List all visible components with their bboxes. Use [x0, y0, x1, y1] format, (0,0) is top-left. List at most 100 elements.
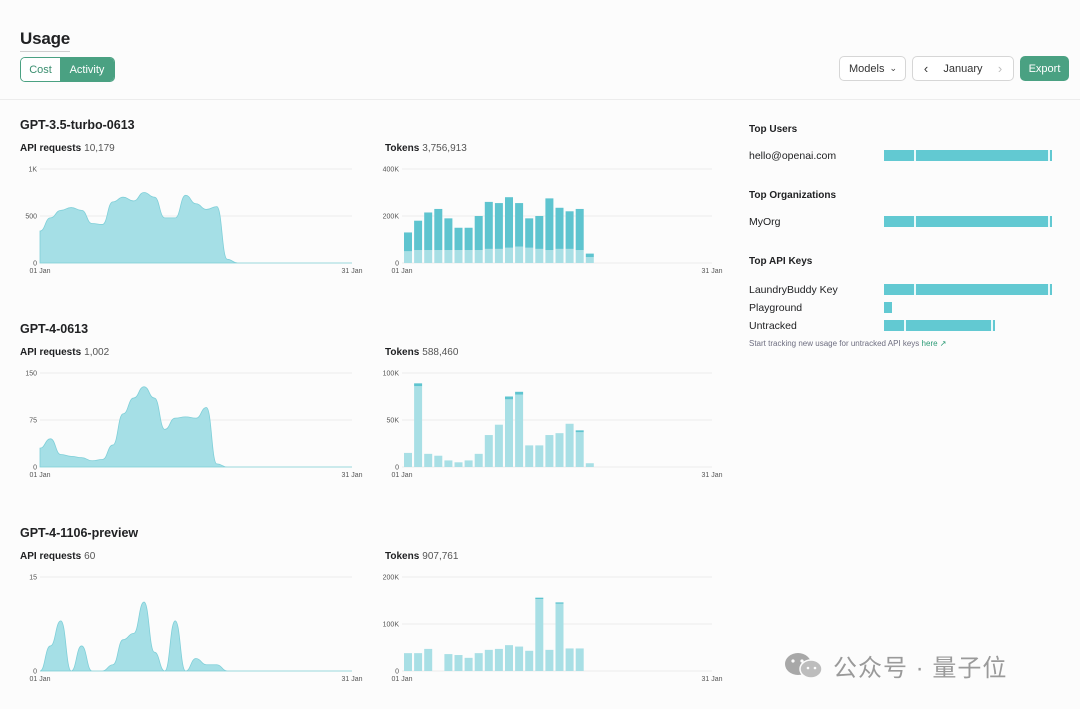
bar [505, 197, 513, 248]
bar [515, 391, 524, 395]
y-tick-label: 100K [383, 371, 400, 378]
api-requests-metric: API requests 10,179 [20, 143, 115, 154]
api-requests-metric: API requests 1,002 [20, 347, 109, 358]
bar [464, 657, 473, 671]
month-label: January [943, 62, 983, 75]
bar [515, 203, 524, 247]
bar [575, 432, 584, 467]
bar [454, 655, 463, 671]
bar [424, 250, 433, 263]
usage-bar-divider [1048, 216, 1050, 227]
metric-value: 907,761 [422, 551, 459, 562]
bar [525, 218, 534, 248]
bar [525, 650, 534, 671]
usage-bar-fill [884, 150, 1052, 161]
usage-bar-fill [884, 302, 892, 313]
tokens-bar-chart: 200K 100K 001 Jan 31 Jan [383, 575, 723, 684]
bar [515, 246, 524, 263]
y-tick-label: 100K [383, 622, 400, 629]
bar [414, 250, 423, 263]
usage-bar [884, 302, 892, 313]
bar [404, 653, 412, 671]
bar [484, 248, 493, 263]
top-keys-heading: Top API Keys [749, 256, 813, 267]
bar [545, 198, 554, 251]
title-underline [20, 51, 70, 52]
bar [585, 253, 594, 258]
bar [545, 250, 554, 263]
metric-label: API requests [20, 347, 82, 358]
bar [494, 248, 503, 263]
y-tick-label: 0 [33, 465, 37, 472]
bar [565, 211, 574, 249]
bar [515, 646, 524, 671]
metric-label: API requests [20, 551, 82, 562]
bar [494, 203, 503, 249]
bar [454, 250, 463, 263]
x-tick-label: 01 Jan [391, 472, 412, 479]
watermark: 公众号 · 量子位 [783, 648, 1007, 683]
y-tick-label: 50K [387, 418, 400, 425]
x-tick-label: 31 Jan [701, 472, 722, 479]
external-link-icon[interactable]: ↗ [939, 339, 947, 348]
metric-value: 3,756,913 [422, 143, 467, 154]
usage-bar [884, 150, 1052, 161]
bar [444, 460, 453, 467]
bar [414, 383, 423, 387]
y-tick-label: 200K [383, 214, 400, 221]
bar [505, 396, 513, 400]
metric-value: 1,002 [84, 347, 110, 358]
bar [404, 452, 412, 467]
usage-bar-divider [914, 284, 916, 295]
usage-bar-divider [1048, 150, 1050, 161]
api-key-label: Untracked [749, 320, 797, 332]
wechat-icon [783, 651, 825, 681]
bar [565, 248, 574, 263]
metric-label: API requests [20, 143, 82, 154]
x-tick-label: 01 Jan [29, 472, 50, 479]
model-title: GPT-3.5-turbo-0613 [20, 118, 135, 132]
bar [585, 463, 594, 467]
usage-bar-divider [914, 216, 916, 227]
metric-value: 10,179 [84, 143, 115, 154]
top-user-label: hello@openai.com [749, 150, 837, 162]
bar [535, 216, 544, 249]
bar [555, 602, 564, 604]
bar [555, 433, 564, 467]
x-tick-label: 31 Jan [701, 268, 722, 275]
tab-cost[interactable]: Cost [21, 58, 60, 81]
bar [434, 208, 443, 251]
here-link[interactable]: here [921, 339, 938, 348]
models-dropdown[interactable]: Models ⌄ [839, 56, 906, 81]
chevron-right-icon[interactable]: › [997, 61, 1003, 76]
y-tick-label: 200K [383, 575, 400, 582]
y-tick-label: 1K [28, 167, 37, 174]
bar [505, 645, 513, 671]
x-tick-label: 01 Jan [29, 676, 50, 683]
bar [525, 247, 534, 263]
usage-bar-divider [991, 320, 993, 331]
bar [505, 247, 513, 263]
export-button[interactable]: Export [1020, 56, 1069, 81]
tab-activity[interactable]: Activity [60, 58, 114, 81]
bar [505, 399, 513, 467]
y-tick-label: 0 [395, 261, 399, 268]
metric-label: Tokens [385, 347, 420, 358]
area-series [39, 386, 352, 468]
area-series [39, 192, 352, 264]
x-tick-label: 31 Jan [341, 472, 362, 479]
bar [454, 462, 463, 467]
chevron-left-icon[interactable]: ‹ [923, 61, 929, 76]
y-tick-label: 500 [25, 214, 37, 221]
api-key-label: LaundryBuddy Key [749, 284, 838, 296]
tokens-bar-chart: 400K 200K 001 Jan 31 Jan [383, 167, 723, 276]
x-tick-label: 01 Jan [29, 268, 50, 275]
model-title: GPT-4-1106-preview [20, 526, 139, 540]
chevron-down-icon: ⌄ [889, 63, 898, 73]
view-toggle: Cost Activity [20, 57, 115, 82]
bar [464, 250, 473, 263]
top-users-heading: Top Users [749, 124, 798, 135]
metric-value: 60 [84, 551, 96, 562]
top-orgs-heading: Top Organizations [749, 190, 837, 201]
month-selector: ‹ January › [912, 56, 1014, 81]
